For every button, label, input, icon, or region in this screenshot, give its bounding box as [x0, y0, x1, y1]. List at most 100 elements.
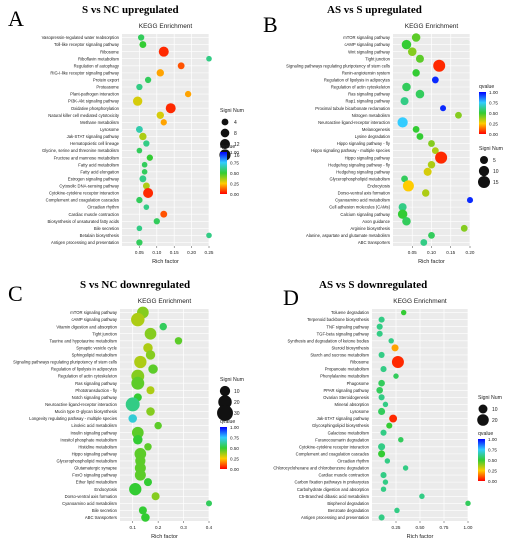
data-point — [136, 83, 143, 91]
data-point — [421, 189, 430, 197]
pathway-label: Hippo signaling pathway — [72, 451, 118, 456]
data-point — [431, 147, 439, 155]
x-tick-label: 0.50 — [416, 525, 425, 530]
data-point — [389, 414, 398, 423]
pathway-label: Tight junction — [365, 56, 390, 61]
size-legend-dot — [221, 118, 229, 126]
pathway-label: Galactose metabolism — [328, 430, 370, 435]
data-point — [143, 140, 150, 147]
pathway-label: Bisphenol degradation — [327, 501, 369, 506]
color-legend-label: 1.00 — [489, 90, 498, 95]
x-tick-label: 0.15 — [170, 250, 179, 255]
size-legend-dot — [218, 395, 232, 409]
size-legend-title: Signi Num — [479, 146, 503, 152]
pathway-label: Calcium signaling pathway — [340, 212, 390, 217]
pathway-label: Chlorocyclohexane and chlorobenzene degr… — [273, 466, 369, 471]
data-point — [136, 225, 143, 232]
size-legend-label: 10 — [492, 407, 498, 413]
size-legend-label: 20 — [234, 400, 240, 406]
data-point — [134, 469, 146, 481]
pathway-label: Dorso-ventral axis formation — [65, 494, 118, 499]
data-point — [378, 351, 385, 358]
panel-letter: B — [263, 12, 278, 37]
color-legend-label: 0.75 — [230, 435, 239, 440]
size-legend-label: 5 — [493, 158, 496, 164]
data-point — [427, 161, 436, 169]
size-legend-dot — [478, 165, 490, 177]
pathway-label: Bile secretion — [94, 226, 120, 231]
data-point — [394, 507, 400, 514]
pathway-label: Hippo signaling pathway — [345, 155, 391, 160]
data-point — [144, 327, 157, 340]
pathway-label: TGF-beta signaling pathway — [317, 331, 370, 336]
size-legend-label: 10 — [493, 169, 499, 175]
data-point — [156, 111, 164, 119]
pathway-label: Signaling pathways regulating pluripoten… — [13, 360, 117, 365]
x-tick-label: 0.20 — [466, 250, 475, 255]
pathway-label: Proximal tubule bicarbonate reclamation — [315, 106, 390, 111]
size-legend-title: Signi Num — [220, 108, 244, 114]
pathway-label: Sphingolipid metabolism — [72, 353, 118, 358]
data-point — [391, 344, 399, 352]
color-legend-label: 1.00 — [230, 425, 239, 430]
data-point — [380, 486, 387, 492]
data-point — [401, 39, 412, 50]
data-point — [141, 161, 148, 168]
pathway-label: Jak-STAT signaling pathway — [317, 416, 370, 421]
data-point — [132, 96, 143, 106]
pathway-label: mTOR signaling pathway — [343, 35, 391, 40]
data-point — [380, 366, 387, 373]
data-point — [431, 76, 439, 84]
x-tick-label: 0.15 — [446, 250, 455, 255]
data-point — [440, 105, 447, 112]
data-point — [136, 147, 143, 154]
kegg-scatter-chart: KEGG Enrichment Vasopressin-regulated wat… — [42, 23, 244, 265]
data-point — [160, 210, 168, 218]
data-point — [129, 483, 142, 496]
panel-c: C S vs NC downregulated KEGG Enrichment m… — [0, 275, 257, 550]
pathway-label: Riboflavin metabolism — [78, 56, 119, 61]
panel-title: S vs NC downregulated — [80, 279, 191, 291]
color-legend-label: 1.00 — [488, 437, 497, 442]
panel-letter: C — [8, 281, 23, 306]
pathway-label: Neuroactive ligand-receptor interaction — [318, 120, 391, 125]
pathway-label: Methane metabolism — [80, 120, 119, 125]
pathway-label: cAMP signaling pathway — [344, 42, 390, 47]
pathway-label: Benzoate degradation — [328, 508, 370, 513]
pathway-label: Vasopressin-regulated water reabsorption — [42, 35, 120, 40]
pathway-label: Cyanoamino acid metabolism — [335, 198, 390, 203]
pathway-label: Regulation of autophagy — [74, 63, 120, 68]
data-point — [165, 103, 176, 114]
pathway-label: Cytokine-cytokine receptor interaction — [49, 191, 120, 196]
pathway-label: Starch and sucrose metabolism — [310, 353, 369, 358]
data-point — [398, 203, 407, 212]
data-point — [138, 506, 147, 515]
size-legend-dot — [217, 405, 233, 421]
pathway-label: Terpenoid backbone biosynthesis — [307, 317, 369, 322]
data-point — [378, 514, 385, 521]
color-bar — [220, 152, 227, 194]
pathway-label: Antigen processing and presentation — [301, 515, 370, 520]
data-point — [145, 350, 156, 360]
data-point — [206, 232, 212, 239]
size-legend-dot — [220, 128, 230, 138]
size-legend-label: 10 — [234, 389, 240, 395]
pathway-label: Wnt signaling pathway — [348, 49, 391, 54]
data-point — [380, 429, 387, 436]
pathway-label: Inositol phosphate metabolism — [60, 437, 117, 442]
data-point — [397, 117, 408, 128]
pathway-label: Natural killer cell mediated cytotoxicit… — [48, 113, 120, 118]
x-tick-label: 0.4 — [206, 525, 213, 530]
data-point — [146, 386, 155, 395]
data-point — [465, 500, 471, 507]
pathway-label: Insulin signaling pathway — [70, 430, 117, 435]
pathway-label: Histidine metabolism — [78, 444, 117, 449]
data-point — [435, 151, 448, 164]
pathway-label: Linoleic acid metabolism — [71, 423, 117, 428]
pathway-label: Protein export — [93, 78, 120, 83]
data-point — [131, 376, 145, 390]
data-point — [139, 175, 147, 183]
pathway-label: Regulation of actin cytoskeleton — [331, 85, 391, 90]
pathway-label: Cardiac muscle contraction — [68, 212, 119, 217]
data-point — [136, 196, 143, 204]
